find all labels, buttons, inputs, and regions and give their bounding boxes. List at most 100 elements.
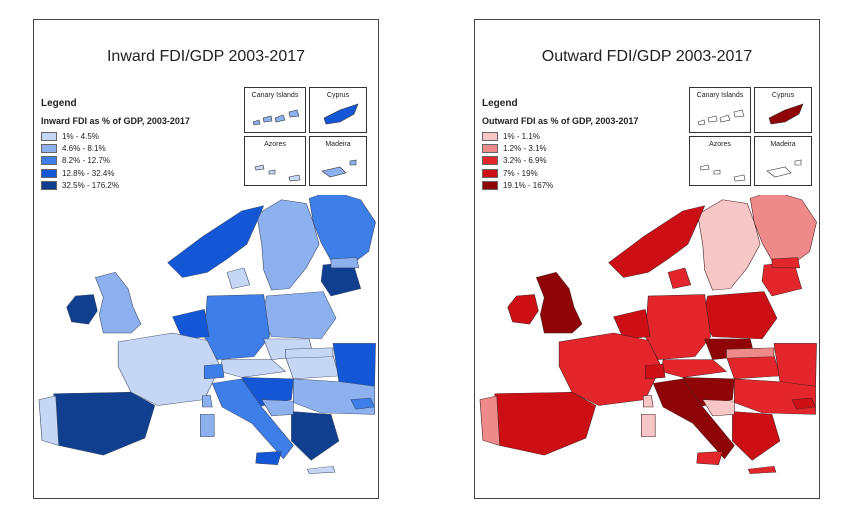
legend-item: 12.8% - 32.4% [41,167,190,179]
region-spain [494,391,597,456]
legend-swatch [41,131,57,141]
region-estonia [771,257,801,269]
region-portugal [479,395,501,446]
canary-island-1 [707,115,718,123]
region-italy [652,378,735,460]
cyprus-shape [323,103,359,125]
legend-label: 8.2% - 12.7% [62,156,111,166]
legend-label: 32.5% - 176.2% [62,181,119,191]
madeira-shape [766,159,802,178]
region-estonia [330,257,360,269]
region-iceland-ne [350,397,375,410]
inset-azores: Azores [689,136,751,186]
madeira-island-1 [349,159,357,166]
inset-cyprus: Cyprus [754,87,812,133]
legend-label: 19.1% - 167% [503,181,554,191]
europe-choropleth-map [479,195,817,474]
region-bosnia [702,399,735,417]
region-sicily [696,451,723,465]
legend-item: 3.2% - 6.9% [482,155,638,167]
azores-island-2 [288,174,301,182]
region-austria [660,359,728,378]
legend-swatch [41,181,57,191]
legend-subtitle: Inward FDI as % of GDP, 2003-2017 [41,116,190,126]
region-hungary [726,354,781,380]
region-italy [211,378,294,460]
legend-swatch [41,168,57,178]
region-switzerland [203,363,225,380]
region-poland [702,291,778,340]
region-iceland-ne [791,397,816,410]
legend-label: 4.6% - 8.1% [62,144,106,154]
map-title: Inward FDI/GDP 2003-2017 [106,48,306,65]
madeira-island-0 [321,166,347,178]
legend-item: 1% - 4.5% [41,130,190,142]
region-denmark [226,267,251,289]
inset-label: Canary Islands [251,92,299,99]
legend-item: 4.6% - 8.1% [41,142,190,154]
legend-label: 3.2% - 6.9% [503,156,547,166]
region-greece [291,411,340,461]
region-romania [332,343,376,387]
canary-island-3 [288,109,300,118]
region-romania [773,343,817,387]
region-spain [53,391,156,456]
region-denmark [667,267,692,289]
region-sardinia [641,414,656,437]
canary-island-0 [697,119,706,126]
region-uk [536,272,583,334]
legend-item: 19.1% - 167% [482,180,638,192]
legend-swatch [482,168,498,178]
inset-canary-islands: Canary Islands [689,87,751,133]
cyprus-island-0 [323,103,359,125]
legend-item: 7% - 19% [482,167,638,179]
region-norway [608,205,706,278]
inset-label: Cyprus [771,92,795,99]
region-switzerland [644,363,666,380]
legend-item: 1.2% - 3.1% [482,142,638,154]
madeira-island-1 [794,159,802,166]
legend-swatch [41,144,57,154]
inset-label: Madeira [325,141,351,148]
inset-label: Canary Islands [696,92,744,99]
region-finland [749,195,817,266]
legend-heading: Legend [41,98,77,109]
legend-swatch [41,156,57,166]
inset-madeira: Madeira [309,136,367,186]
region-sardinia [200,414,215,437]
region-slovakia [285,347,334,359]
inset-madeira: Madeira [754,136,812,186]
azores-shape [699,164,746,182]
outward-fdi-map-panel: Outward FDI/GDP 2003-2017 Legend Outward… [474,19,820,499]
region-crete [747,465,777,474]
region-portugal [38,395,60,446]
canary-islands-shape [252,109,300,126]
region-slovakia [726,347,775,359]
region-sweden [697,199,761,291]
region-corsica [643,394,654,408]
legend-item: 32.5% - 176.2% [41,180,190,192]
madeira-shape [321,159,357,178]
region-corsica [202,394,213,408]
region-uk [95,272,142,334]
region-poland [261,291,337,340]
inset-label: Cyprus [326,92,350,99]
legend-swatch [482,131,498,141]
canary-island-0 [252,119,261,126]
region-bosnia [261,399,294,417]
legend: Legend Outward FDI as % of GDP, 2003-201… [482,98,638,192]
azores-island-0 [699,164,710,171]
legend-swatch [482,144,498,154]
legend-swatch [482,181,498,191]
region-sicily [255,451,282,465]
region-germany [644,294,711,360]
region-ireland [507,294,539,325]
region-sweden [256,199,320,291]
region-norway [167,205,265,278]
region-benelux [172,309,210,340]
madeira-island-0 [766,166,792,178]
azores-shape [254,164,301,182]
region-benelux [613,309,651,340]
canary-island-3 [733,109,745,118]
europe-choropleth-map [38,195,376,474]
